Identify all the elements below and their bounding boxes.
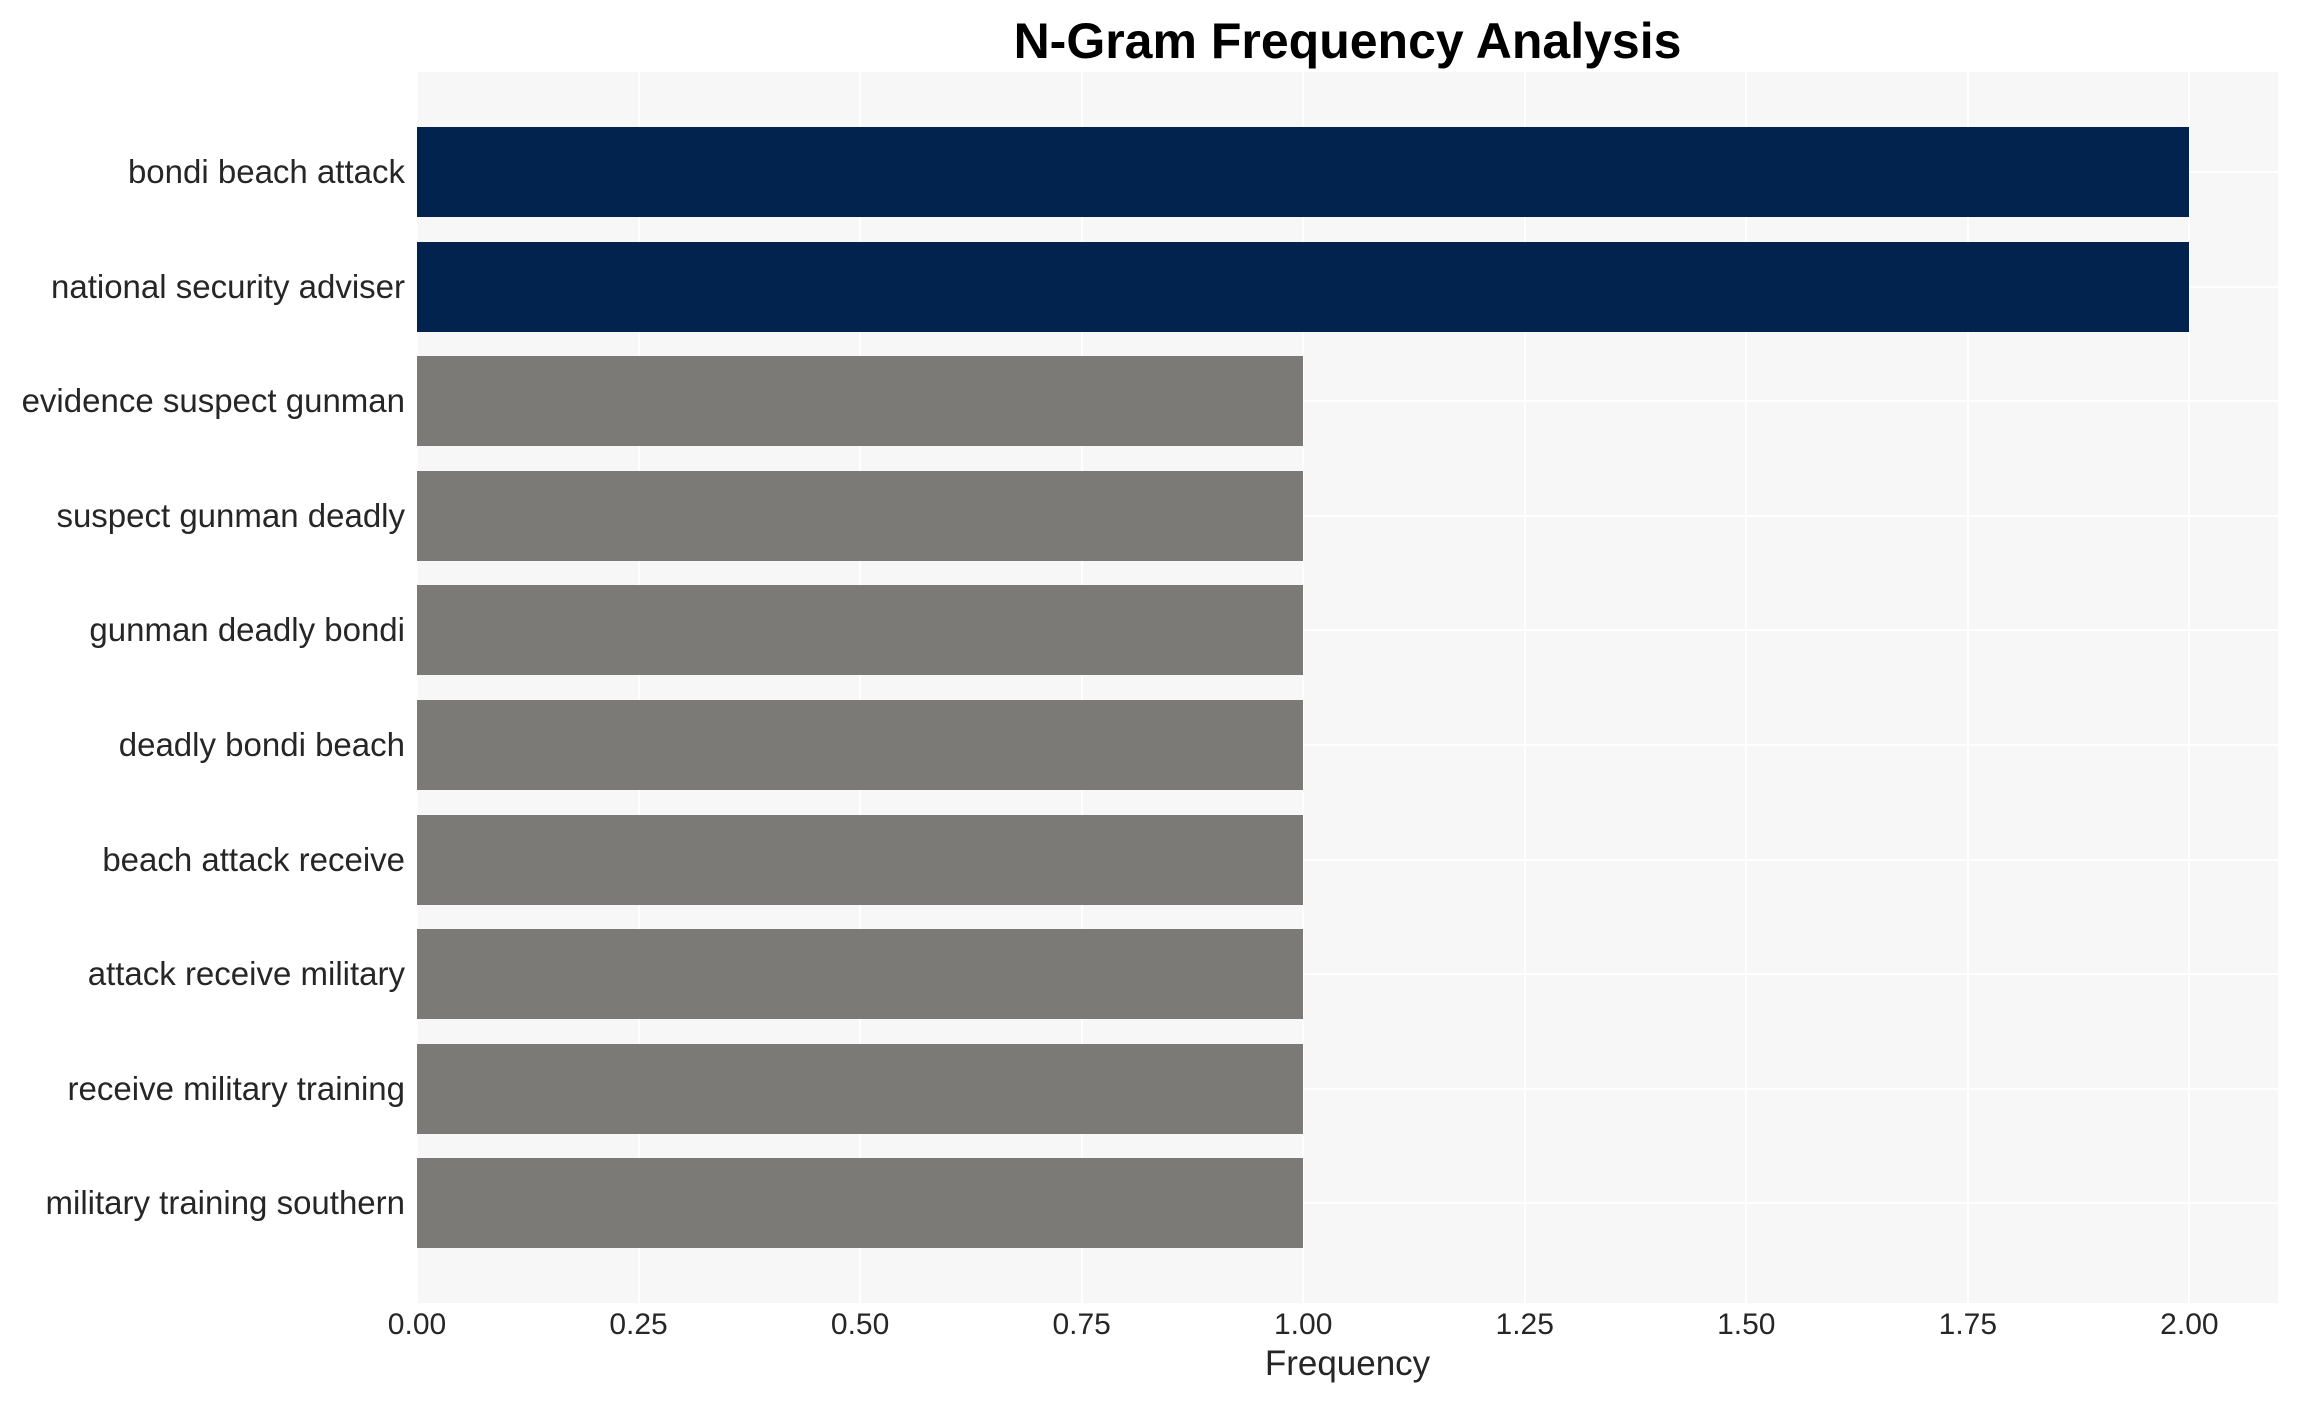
x-tick-label: 0.50 xyxy=(830,1308,890,1341)
bar-deadly-bondi-beach xyxy=(417,700,1304,790)
vertical-gridline-0.50 xyxy=(859,72,862,1303)
horizontal-gridline xyxy=(417,973,2278,976)
x-tick-label: 0.75 xyxy=(1052,1308,1111,1341)
bar-evidence-suspect-gunman xyxy=(417,356,1304,447)
vertical-gridline-0.75 xyxy=(1080,72,1083,1303)
vertical-gridline-1.50 xyxy=(1745,72,1748,1303)
x-axis-tick-labels: 0.00 0.25 0.50 0.75 1.00 1.25 1.50 1.75 2.00 xyxy=(388,1307,2278,1343)
y-tick-label: beach attack receive xyxy=(102,840,405,878)
y-axis-labels: bondi beach attack national security advi… xyxy=(0,72,405,1303)
bar-attack-receive-military xyxy=(417,929,1304,1020)
chart-title: N-Gram Frequency Analysis xyxy=(1013,13,1682,69)
bar-suspect-gunman-deadly xyxy=(417,470,1304,561)
horizontal-gridline xyxy=(417,400,2278,403)
bar-gunman-deadly-bondi xyxy=(417,585,1304,676)
bar-military-training-southern xyxy=(417,1158,1304,1249)
horizontal-gridline xyxy=(417,1087,2278,1090)
y-tick-label: bondi beach attack xyxy=(127,153,405,190)
plot-area xyxy=(417,72,2278,1303)
y-tick-label: receive military training xyxy=(67,1069,405,1107)
horizontal-gridline xyxy=(417,1202,2278,1205)
vertical-gridline-1.00 xyxy=(1302,72,1305,1303)
x-tick-label: 1.25 xyxy=(1495,1308,1554,1341)
bar-national-security-adviser xyxy=(417,241,2190,332)
bar-beach-attack-receive xyxy=(417,814,1304,905)
horizontal-gridline xyxy=(417,858,2278,861)
x-tick-label: 0.25 xyxy=(609,1308,668,1341)
x-tick-label: 1.00 xyxy=(1273,1308,1333,1341)
horizontal-gridline xyxy=(417,514,2278,517)
y-tick-label: attack receive military xyxy=(87,955,405,993)
horizontal-gridline xyxy=(417,629,2278,632)
vertical-gridline-1.75 xyxy=(1966,72,1969,1303)
x-tick-label: 2.00 xyxy=(2160,1308,2219,1341)
vertical-gridline-0.00 xyxy=(417,72,418,1303)
y-tick-label: military training southern xyxy=(45,1184,406,1222)
y-tick-label: evidence suspect gunman xyxy=(21,382,405,420)
y-tick-label: deadly bondi beach xyxy=(118,726,405,763)
x-axis-label: Frequency xyxy=(1264,1344,1431,1383)
x-tick-label: 0.00 xyxy=(387,1308,447,1341)
y-tick-label: national security adviser xyxy=(50,267,405,305)
x-tick-label: 1.50 xyxy=(1717,1308,1776,1341)
y-tick-label: suspect gunman deadly xyxy=(56,496,405,534)
bar-receive-military-training xyxy=(417,1043,1304,1134)
x-tick-label: 1.75 xyxy=(1938,1308,1998,1341)
y-tick-label: gunman deadly bondi xyxy=(89,611,405,649)
vertical-gridline-0.25 xyxy=(637,72,640,1303)
horizontal-gridline xyxy=(417,744,2278,746)
vertical-gridline-2.00 xyxy=(2188,72,2191,1303)
bar-bondi-beach-attack xyxy=(417,127,2190,217)
vertical-gridline-1.25 xyxy=(1523,72,1526,1303)
